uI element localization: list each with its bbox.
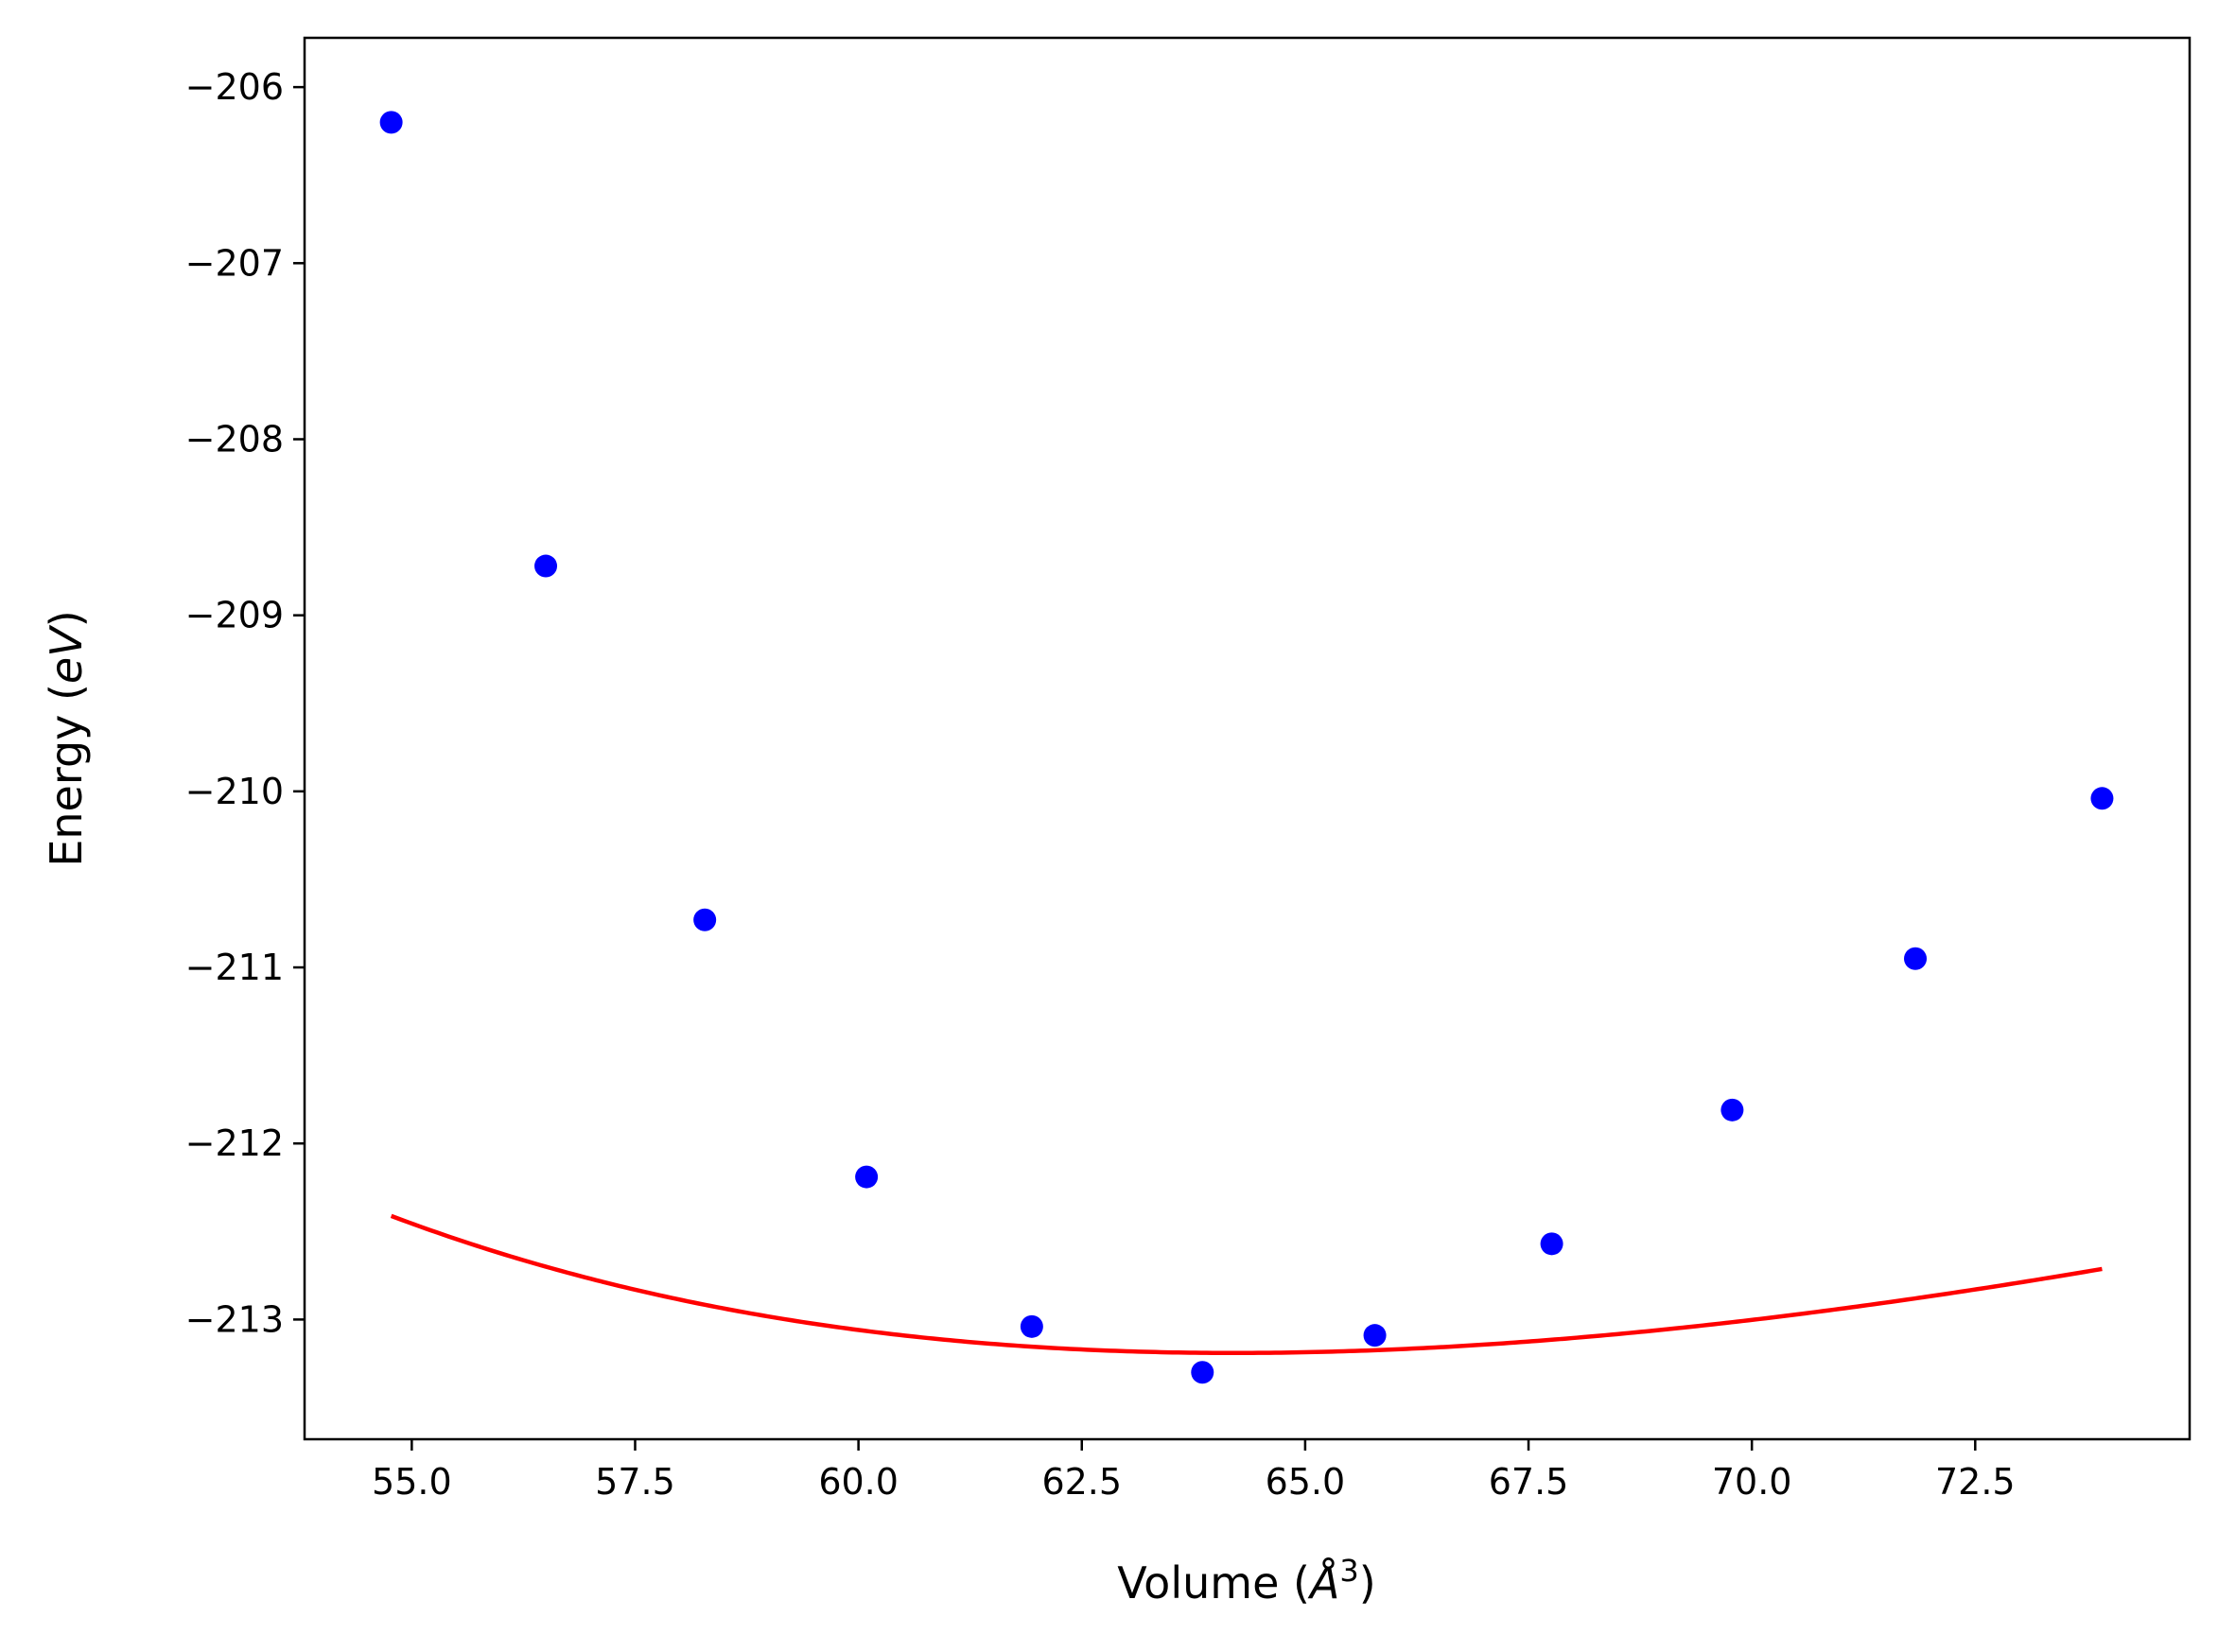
y-axis-ticks: −206 −207 −208 −209 −210 −211 −212 −213 xyxy=(185,66,305,1340)
x-axis-label-suffix: ) xyxy=(1359,1557,1376,1609)
x-tick-label: 57.5 xyxy=(595,1461,675,1503)
data-point xyxy=(2090,787,2114,810)
y-axis-label-suffix: ) xyxy=(41,610,92,627)
data-point xyxy=(855,1165,879,1189)
data-point xyxy=(1363,1324,1387,1348)
y-tick-label: −211 xyxy=(185,947,284,988)
y-tick-label: −213 xyxy=(185,1298,284,1340)
y-tick-label: −207 xyxy=(185,242,284,284)
x-tick-label: 70.0 xyxy=(1712,1461,1792,1503)
data-point xyxy=(1540,1232,1563,1256)
fit-curve xyxy=(390,1213,2103,1356)
x-tick-label: 60.0 xyxy=(818,1461,899,1503)
y-axis-label-prefix: Energy ( xyxy=(41,684,92,867)
data-point xyxy=(1020,1314,1043,1338)
data-point xyxy=(379,111,403,134)
y-tick-label: −209 xyxy=(185,595,284,636)
fit-curve-layer xyxy=(390,1213,2103,1356)
data-point xyxy=(1191,1361,1214,1384)
x-axis-label: Volume (Å3) xyxy=(1117,1553,1375,1609)
x-axis-label-symbol: Å xyxy=(1307,1557,1339,1609)
y-axis-label: Energy (eV) xyxy=(41,610,92,866)
y-axis-label-symbol: eV xyxy=(41,624,92,684)
x-tick-label: 62.5 xyxy=(1041,1461,1122,1503)
x-axis-label-superscript: 3 xyxy=(1339,1553,1358,1589)
x-tick-label: 65.0 xyxy=(1266,1461,1346,1503)
data-point xyxy=(1904,947,1928,970)
x-axis-label-prefix: Volume ( xyxy=(1117,1557,1310,1609)
y-tick-label: −206 xyxy=(185,66,284,108)
x-axis-ticks: 55.0 57.5 60.0 62.5 65.0 67.5 70.0 72.5 xyxy=(372,1439,2016,1503)
x-tick-label: 55.0 xyxy=(372,1461,452,1503)
y-tick-label: −210 xyxy=(185,771,284,812)
data-point xyxy=(534,554,558,578)
x-tick-label: 72.5 xyxy=(1935,1461,2016,1503)
y-tick-label: −212 xyxy=(185,1122,284,1164)
data-points-layer xyxy=(379,111,2114,1384)
y-tick-label: −208 xyxy=(185,418,284,460)
plot-frame xyxy=(303,36,2192,1441)
data-point xyxy=(693,908,717,931)
x-tick-label: 67.5 xyxy=(1489,1461,1569,1503)
data-point xyxy=(1720,1098,1744,1122)
